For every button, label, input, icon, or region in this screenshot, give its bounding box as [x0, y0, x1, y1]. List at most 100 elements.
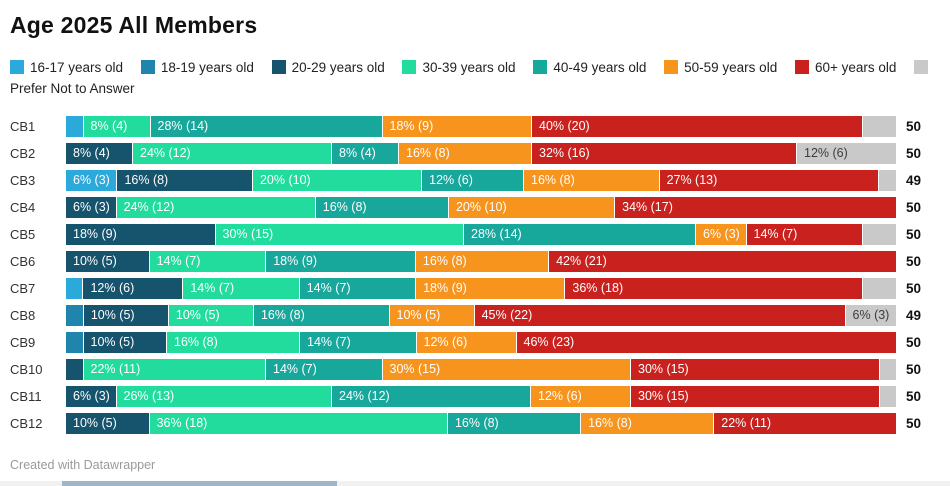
bar-segment[interactable]: 12% (6) — [83, 278, 183, 299]
legend: 16-17 years old 18-19 years old 20-29 ye… — [10, 57, 940, 99]
segment-value-label: 8% (4) — [339, 146, 376, 160]
bar-segment[interactable]: 30% (15) — [631, 386, 879, 407]
bar-segment[interactable] — [863, 278, 896, 299]
row-total: 50 — [906, 254, 922, 269]
bar-segment[interactable]: 30% (15) — [382, 359, 630, 380]
bar-segment[interactable]: 26% (13) — [116, 386, 331, 407]
bar-segment[interactable] — [66, 305, 83, 326]
bar-segment[interactable]: 40% (20) — [532, 116, 862, 137]
legend-label: 16-17 years old — [30, 60, 124, 75]
bar-segment[interactable]: 34% (17) — [615, 197, 896, 218]
bar-segment[interactable]: 18% (9) — [66, 224, 215, 245]
legend-swatch-icon — [140, 60, 155, 74]
bar-segment[interactable]: 10% (5) — [66, 413, 149, 434]
bar-segment[interactable]: 30% (15) — [631, 359, 879, 380]
bar-segment[interactable]: 24% (12) — [116, 197, 315, 218]
bar-segment[interactable]: 24% (12) — [332, 386, 530, 407]
bar-segment[interactable]: 12% (6) — [531, 386, 630, 407]
bar-segment[interactable] — [879, 386, 896, 407]
bar-segment[interactable]: 16% (8) — [315, 197, 448, 218]
bar-segment[interactable] — [66, 332, 83, 353]
bar-segment[interactable]: 20% (10) — [448, 197, 615, 218]
segment-value-label: 24% (12) — [140, 146, 191, 160]
segment-value-label: 12% (6) — [423, 335, 468, 349]
bar-segment[interactable] — [863, 224, 896, 245]
bar-segment[interactable]: 12% (6) — [422, 170, 524, 191]
bar-segment[interactable]: 18% (9) — [382, 116, 531, 137]
bar-segment[interactable]: 14% (7) — [746, 224, 862, 245]
segment-value-label: 10% (5) — [73, 254, 117, 268]
row-label: CB2 — [10, 146, 36, 161]
segment-value-label: 12% (6) — [429, 173, 473, 187]
horizontal-scrollbar[interactable] — [0, 481, 950, 486]
bar-segment[interactable]: 6% (3) — [66, 170, 117, 191]
bar-segment[interactable] — [863, 116, 896, 137]
bar-segment[interactable]: 20% (10) — [252, 170, 422, 191]
bar-segment[interactable] — [66, 116, 83, 137]
bar-segment[interactable]: 16% (8) — [167, 332, 299, 353]
bar-segment[interactable]: 16% (8) — [524, 170, 659, 191]
bar-segment[interactable]: 14% (7) — [149, 251, 266, 272]
bar-segment[interactable]: 32% (16) — [532, 143, 796, 164]
bar-segment[interactable]: 46% (23) — [516, 332, 896, 353]
stacked-bar: 6% (3) 16% (8) 20% (10) 12% (6) 16% (8) 27% (… — [66, 170, 896, 191]
bar-segment[interactable]: 14% (7) — [300, 332, 416, 353]
legend-swatch-icon — [664, 60, 679, 74]
row-total: 50 — [906, 362, 922, 377]
bar-segment[interactable] — [66, 278, 83, 299]
bar-segment[interactable]: 6% (3) — [845, 305, 896, 326]
bar-segment[interactable]: 42% (21) — [549, 251, 896, 272]
bar-segment[interactable]: 14% (7) — [183, 278, 299, 299]
bar-segment[interactable]: 22% (11) — [83, 359, 265, 380]
bar-segment[interactable]: 27% (13) — [659, 170, 879, 191]
bar-segment[interactable]: 16% (8) — [581, 413, 714, 434]
bar-segment[interactable]: 14% (7) — [266, 359, 382, 380]
bar-segment[interactable]: 10% (5) — [389, 305, 474, 326]
bar-row: CB2 8% (4) 24% (12) 8% (4) 16% (8) 32% (16) 12… — [10, 140, 940, 167]
stacked-bar: 10% (5) 16% (8) 14% (7) 12% (6) 46% (23) — [66, 332, 896, 353]
bar-segment[interactable] — [879, 170, 896, 191]
segment-value-label: 10% (5) — [73, 416, 117, 430]
bar-segment[interactable] — [66, 359, 83, 380]
bar-segment[interactable]: 16% (8) — [399, 143, 531, 164]
bar-segment[interactable]: 24% (12) — [133, 143, 331, 164]
bar-segment[interactable]: 6% (3) — [66, 197, 116, 218]
segment-value-label: 40% (20) — [539, 119, 590, 133]
legend-swatch-icon — [533, 60, 548, 74]
bar-segment[interactable]: 18% (9) — [266, 251, 415, 272]
bar-segment[interactable]: 12% (6) — [416, 332, 516, 353]
bar-segment[interactable]: 16% (8) — [117, 170, 252, 191]
bar-segment[interactable]: 14% (7) — [299, 278, 416, 299]
row-label: CB1 — [10, 119, 36, 134]
scrollbar-thumb[interactable] — [62, 481, 337, 486]
bar-segment[interactable]: 10% (5) — [83, 332, 166, 353]
bar-segment[interactable]: 8% (4) — [83, 116, 150, 137]
bar-segment[interactable]: 10% (5) — [168, 305, 253, 326]
bar-segment[interactable] — [879, 359, 896, 380]
bar-segment[interactable]: 16% (8) — [253, 305, 389, 326]
bar-segment[interactable]: 12% (6) — [797, 143, 896, 164]
bar-segment[interactable]: 8% (4) — [66, 143, 132, 164]
segment-value-label: 18% (9) — [423, 281, 467, 295]
bar-segment[interactable]: 22% (11) — [714, 413, 896, 434]
segment-value-label: 20% (10) — [455, 200, 507, 214]
bar-row: CB7 12% (6) 14% (7) 14% (7) 18% (9) 36% (18) 5… — [10, 275, 940, 302]
bar-segment[interactable]: 36% (18) — [565, 278, 863, 299]
bar-segment[interactable]: 18% (9) — [416, 278, 565, 299]
bar-segment[interactable]: 6% (3) — [66, 386, 116, 407]
bar-segment[interactable]: 10% (5) — [66, 251, 149, 272]
bar-segment[interactable]: 10% (5) — [83, 305, 168, 326]
bar-segment[interactable]: 30% (15) — [215, 224, 463, 245]
bar-segment[interactable]: 16% (8) — [447, 413, 581, 434]
bar-segment[interactable]: 8% (4) — [332, 143, 398, 164]
segment-value-label: 18% (9) — [73, 227, 117, 241]
row-label: CB10 — [10, 362, 43, 377]
legend-item: 20-29 years old — [271, 60, 385, 75]
bar-segment[interactable]: 16% (8) — [415, 251, 549, 272]
bar-segment[interactable]: 28% (14) — [150, 116, 382, 137]
segment-value-label: 6% (3) — [73, 389, 110, 403]
bar-segment[interactable]: 6% (3) — [696, 224, 746, 245]
bar-segment[interactable]: 28% (14) — [464, 224, 695, 245]
bar-segment[interactable]: 45% (22) — [474, 305, 845, 326]
bar-segment[interactable]: 36% (18) — [149, 413, 447, 434]
